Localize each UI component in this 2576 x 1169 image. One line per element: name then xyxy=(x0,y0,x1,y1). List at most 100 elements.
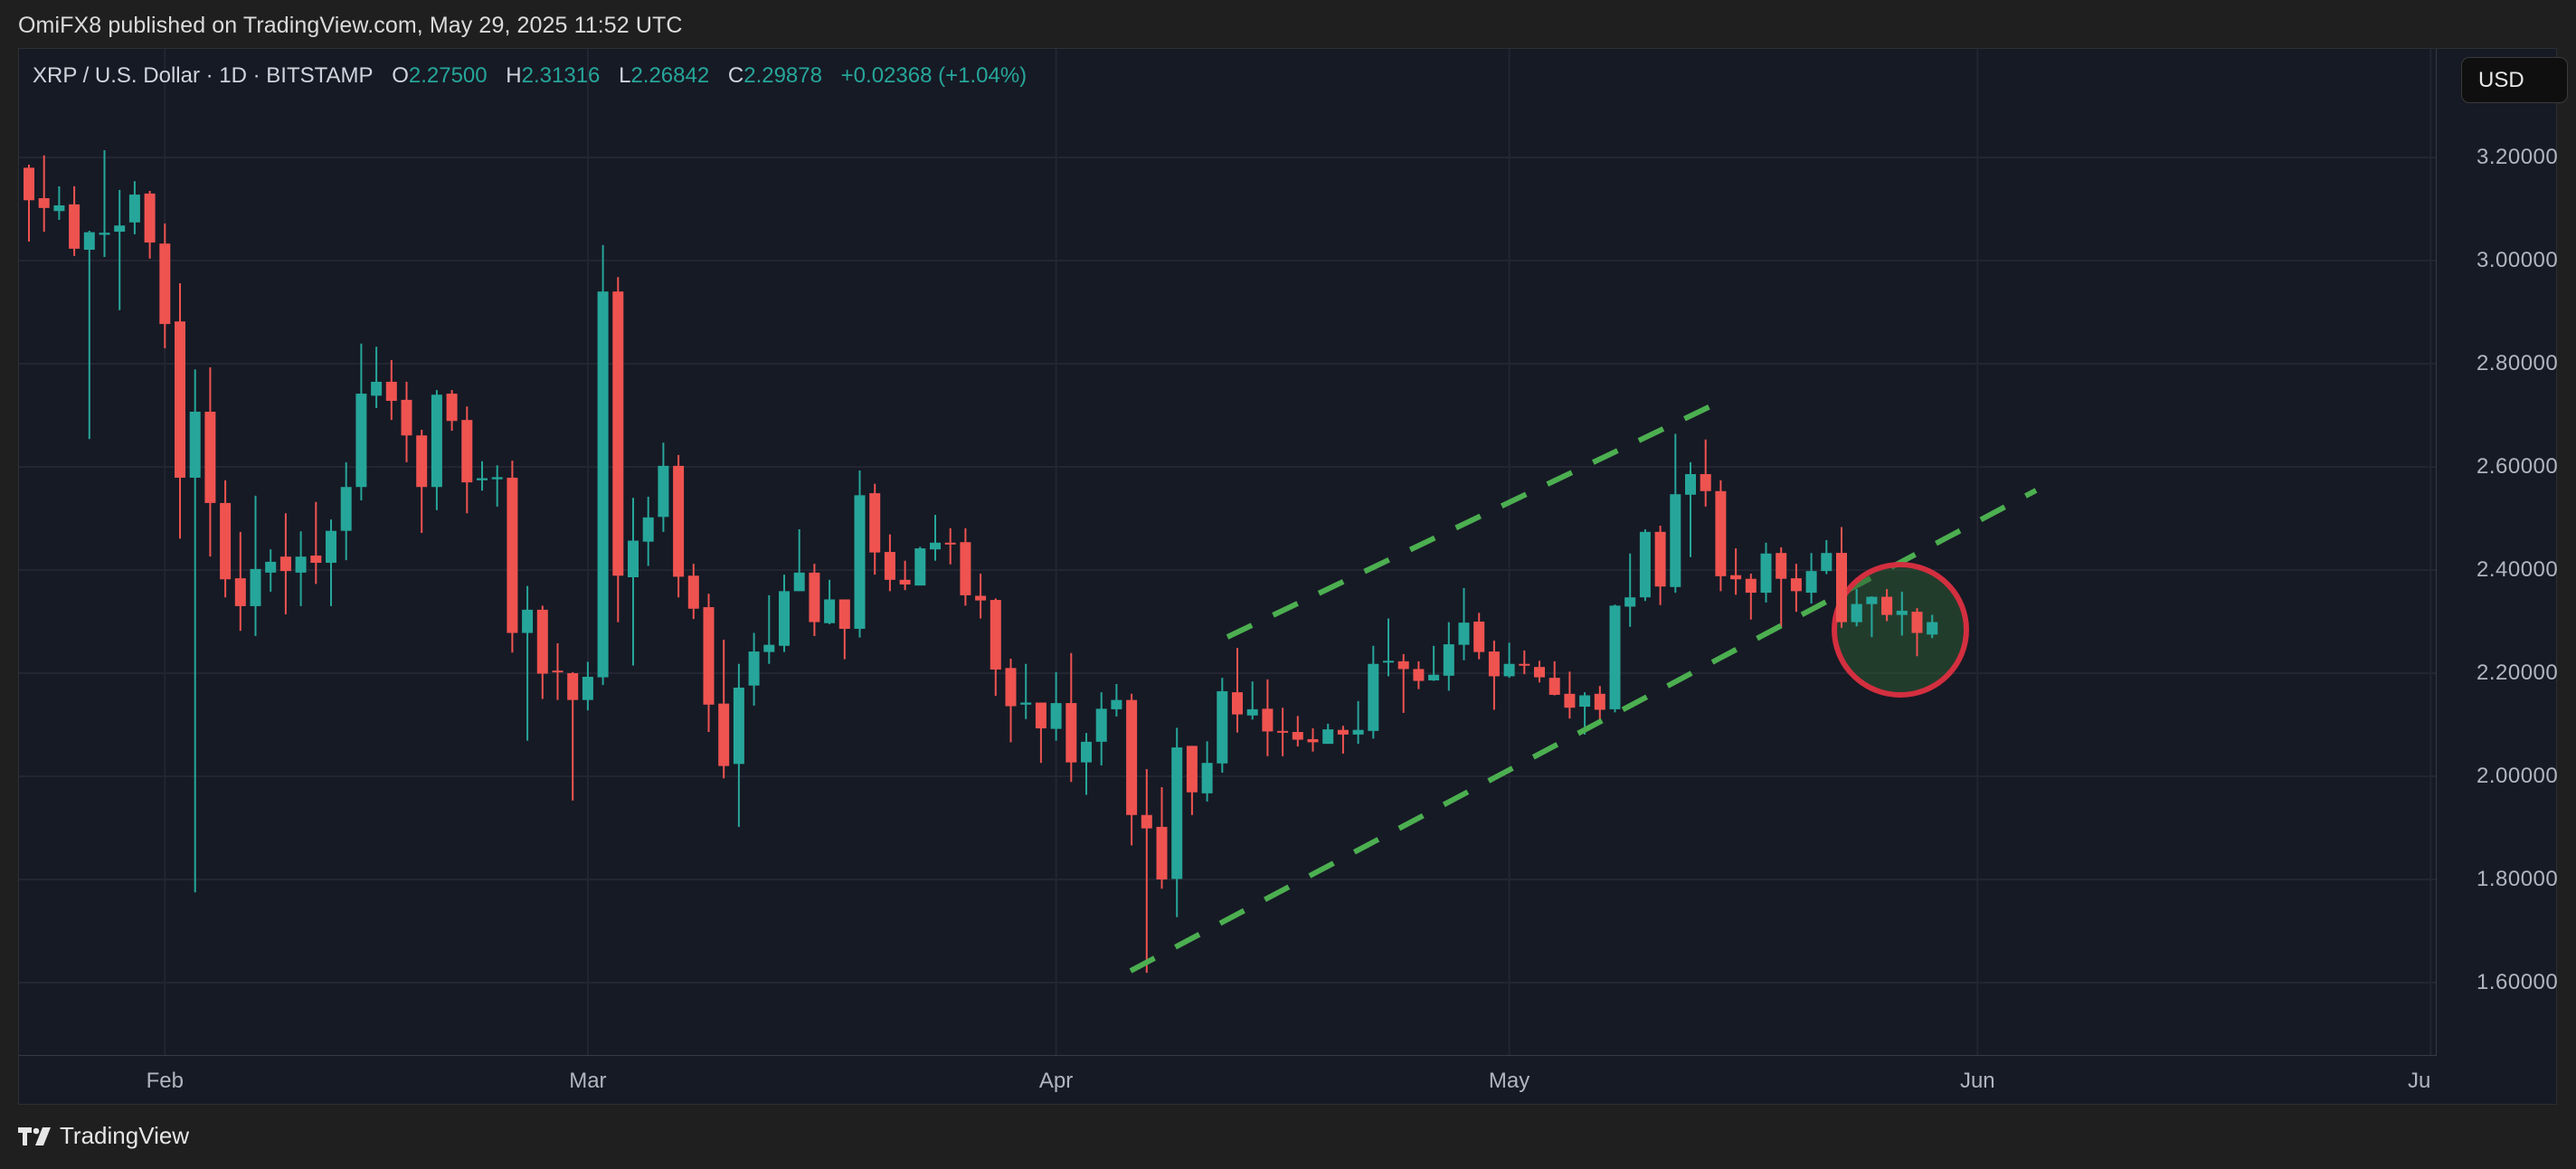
candle-down[interactable] xyxy=(310,556,322,564)
candle-down[interactable] xyxy=(1473,622,1485,652)
candle-down[interactable] xyxy=(1836,553,1847,623)
candle-down[interactable] xyxy=(612,291,624,576)
candle-down[interactable] xyxy=(975,595,987,601)
candle-up[interactable] xyxy=(1624,597,1636,607)
candle-up[interactable] xyxy=(1805,571,1817,594)
candle-down[interactable] xyxy=(536,609,548,674)
candle-up[interactable] xyxy=(1383,661,1394,663)
candle-up[interactable] xyxy=(128,195,140,223)
candle-up[interactable] xyxy=(1322,729,1334,745)
candle-up[interactable] xyxy=(1171,747,1183,879)
candle-up[interactable] xyxy=(1081,741,1092,763)
candle-up[interactable] xyxy=(930,542,941,550)
candle-down[interactable] xyxy=(144,193,156,243)
candle-down[interactable] xyxy=(1307,738,1319,743)
candle-down[interactable] xyxy=(960,542,971,595)
candle-up[interactable] xyxy=(748,651,760,686)
candle-up[interactable] xyxy=(824,599,836,623)
candle-down[interactable] xyxy=(990,600,1001,670)
candle-up[interactable] xyxy=(793,572,805,592)
candle-up[interactable] xyxy=(914,548,926,586)
candle-down[interactable] xyxy=(809,572,820,623)
candle-up[interactable] xyxy=(250,568,261,606)
candle-up[interactable] xyxy=(1670,494,1681,587)
candle-down[interactable] xyxy=(461,420,473,483)
candle-down[interactable] xyxy=(234,578,246,606)
candle-up[interactable] xyxy=(114,225,126,233)
candle-up[interactable] xyxy=(431,394,442,488)
candle-down[interactable] xyxy=(24,167,34,201)
candle-down[interactable] xyxy=(1519,663,1530,666)
candle-up[interactable] xyxy=(1352,729,1364,735)
candle-up[interactable] xyxy=(1050,703,1062,729)
candle-down[interactable] xyxy=(1141,814,1152,829)
candle-up[interactable] xyxy=(522,609,534,633)
candle-up[interactable] xyxy=(99,233,110,235)
candle-down[interactable] xyxy=(1277,730,1289,733)
candle-down[interactable] xyxy=(1534,667,1545,678)
candle-down[interactable] xyxy=(899,579,911,584)
candle-down[interactable] xyxy=(446,394,458,422)
candle-up[interactable] xyxy=(1821,553,1833,572)
candle-up[interactable] xyxy=(53,205,65,212)
candle-down[interactable] xyxy=(1156,826,1168,879)
candle-up[interactable] xyxy=(1639,531,1651,598)
candle-down[interactable] xyxy=(884,552,895,580)
candle-up[interactable] xyxy=(1111,699,1122,709)
candle-up[interactable] xyxy=(83,232,95,251)
candle-up[interactable] xyxy=(1609,605,1621,709)
candle-down[interactable] xyxy=(838,599,850,629)
candle-down[interactable] xyxy=(1790,578,1802,592)
candle-up[interactable] xyxy=(1579,695,1591,708)
candle-down[interactable] xyxy=(1564,693,1576,708)
candle-up[interactable] xyxy=(1503,663,1515,677)
candle-up[interactable] xyxy=(1927,622,1938,635)
candle-up[interactable] xyxy=(658,465,669,518)
candle-up[interactable] xyxy=(265,561,277,573)
candle-down[interactable] xyxy=(687,575,699,609)
candle-down[interactable] xyxy=(703,607,715,705)
candle-down[interactable] xyxy=(1776,553,1787,579)
price-axis[interactable]: USD 3.20000 3.00000 2.80000 2.60000 2.40000 2… xyxy=(2437,49,2568,1056)
candle-up[interactable] xyxy=(326,530,336,564)
candle-down[interactable] xyxy=(1232,692,1243,715)
candle-down[interactable] xyxy=(38,198,50,208)
candle-up[interactable] xyxy=(189,412,201,478)
tradingview-logo[interactable]: TradingView xyxy=(18,1122,189,1150)
candle-down[interactable] xyxy=(1413,669,1425,681)
candle-up[interactable] xyxy=(733,687,744,765)
candle-up[interactable] xyxy=(1458,623,1470,645)
candle-down[interactable] xyxy=(1700,473,1711,491)
candle-up[interactable] xyxy=(779,591,790,646)
candle-up[interactable] xyxy=(1685,473,1696,495)
candle-down[interactable] xyxy=(220,502,232,580)
candle-up[interactable] xyxy=(1217,690,1228,764)
candle-up[interactable] xyxy=(582,676,593,700)
candle-up[interactable] xyxy=(1246,708,1258,716)
channel-upper-trendline[interactable] xyxy=(1226,396,1728,640)
candle-up[interactable] xyxy=(763,644,775,652)
symbol-title[interactable]: XRP / U.S. Dollar · 1D · BITSTAMP xyxy=(33,63,374,88)
candle-up[interactable] xyxy=(1201,763,1213,794)
candle-up[interactable] xyxy=(1896,611,1908,615)
candle-down[interactable] xyxy=(1065,703,1077,763)
candle-down[interactable] xyxy=(279,556,291,572)
candle-up[interactable] xyxy=(642,517,654,542)
candle-down[interactable] xyxy=(385,381,397,402)
candle-up[interactable] xyxy=(371,381,383,396)
candle-down[interactable] xyxy=(1126,699,1138,815)
candle-up[interactable] xyxy=(628,540,639,577)
candle-up[interactable] xyxy=(1760,553,1772,594)
candle-down[interactable] xyxy=(1337,729,1349,735)
highlight-circle[interactable] xyxy=(1832,562,1969,698)
candle-up[interactable] xyxy=(597,291,609,678)
candle-down[interactable] xyxy=(1881,596,1893,615)
candle-down[interactable] xyxy=(1715,490,1727,576)
candle-down[interactable] xyxy=(175,321,185,478)
channel-lower-trendline[interactable] xyxy=(1129,488,2038,974)
candle-down[interactable] xyxy=(1488,651,1500,677)
candlestick-chart[interactable] xyxy=(19,49,2437,1056)
candle-up[interactable] xyxy=(1428,674,1440,680)
candle-down[interactable] xyxy=(1745,578,1757,594)
candle-up[interactable] xyxy=(355,394,367,488)
